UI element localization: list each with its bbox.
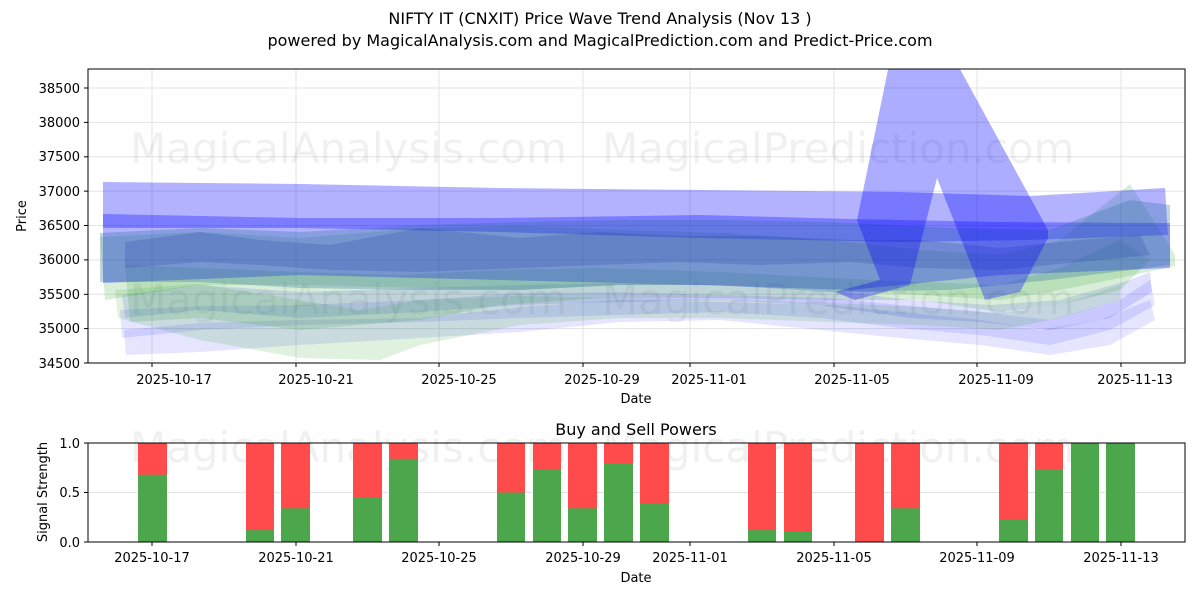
price-y-axis: 38500 38000 37500 37000 36500 36000 3550… [15, 82, 88, 372]
sell-bar [748, 443, 776, 542]
sub-x-tick-2025-11-05: 2025-11-05 [796, 551, 872, 566]
y-tick-38500: 38500 [39, 82, 80, 97]
sub-x-tick-2025-10-25: 2025-10-25 [401, 551, 477, 566]
blue-upper-band [103, 182, 1168, 242]
watermark-magicalprediction-sub: MagicalPrediction.com [602, 423, 1075, 472]
buy-bar [533, 469, 561, 542]
buy-bar [1035, 469, 1063, 542]
green-band-3 [115, 284, 1120, 360]
sub-x-tick-2025-11-09: 2025-11-09 [939, 551, 1015, 566]
buy-bar [999, 519, 1028, 542]
y-tick-34500: 34500 [39, 357, 80, 372]
sub-x-tick-2025-10-21: 2025-10-21 [258, 551, 334, 566]
buy-sell-x-label: Date [620, 571, 651, 586]
y-tick-37500: 37500 [39, 150, 80, 165]
sell-bar [855, 443, 884, 542]
x-tick-2025-11-05: 2025-11-05 [814, 373, 890, 388]
buy-bar [891, 508, 920, 542]
low-blue-band-2 [120, 280, 1155, 345]
y-tick-37000: 37000 [39, 185, 80, 200]
y-tick-35000: 35000 [39, 322, 80, 337]
buy-sell-x-axis: 2025-10-17 2025-10-21 2025-10-25 2025-10… [114, 542, 1159, 586]
price-chart: MagicalAnalysis.com MagicalPrediction.co… [15, 68, 1186, 407]
x-tick-2025-10-21: 2025-10-21 [278, 373, 354, 388]
x-tick-2025-11-01: 2025-11-01 [671, 373, 747, 388]
price-x-label: Date [620, 392, 651, 407]
x-tick-2025-11-13: 2025-11-13 [1097, 373, 1173, 388]
sub-x-tick-2025-11-13: 2025-11-13 [1083, 551, 1159, 566]
watermark-magicalanalysis-low: MagicalAnalysis.com [130, 275, 567, 324]
y-tick-36500: 36500 [39, 219, 80, 234]
buy-bar [784, 531, 812, 542]
x-tick-2025-10-17: 2025-10-17 [136, 373, 212, 388]
buy-sell-y-axis: 1.0 0.5 0.0 Signal Strength [36, 437, 88, 551]
sell-bar [784, 443, 812, 542]
buy-sell-bars [138, 443, 1135, 542]
low-blue-band-1 [124, 300, 1155, 355]
buy-bar [1106, 443, 1135, 542]
green-band-2 [125, 240, 1150, 330]
buy-bar [138, 474, 167, 542]
buy-bar [640, 503, 669, 542]
blue-band-wave [125, 228, 1150, 272]
watermark-magicalprediction-low: MagicalPrediction.com [602, 275, 1075, 324]
blue-green-band [100, 200, 1170, 292]
buy-bar [281, 508, 310, 542]
buy-sell-y-label: Signal Strength [36, 442, 51, 542]
price-y-label: Price [15, 200, 30, 232]
buy-bar [1071, 443, 1099, 542]
wave-bands [100, 69, 1175, 360]
watermark-magicalanalysis-sub: MagicalAnalysis.com [130, 423, 567, 472]
low-blue-band-3 [122, 272, 1152, 330]
sub-x-tick-2025-10-29: 2025-10-29 [545, 551, 621, 566]
buy-bar [568, 508, 597, 542]
green-band-1 [100, 184, 1175, 300]
buy-bar [353, 497, 382, 542]
chart-title: NIFTY IT (CNXIT) Price Wave Trend Analys… [388, 9, 812, 28]
buy-bar [497, 492, 525, 542]
watermark-magicalprediction: MagicalPrediction.com [602, 124, 1075, 173]
sub-y-tick-05: 0.5 [59, 486, 80, 501]
price-chart-frame [87, 68, 1186, 364]
x-tick-2025-10-29: 2025-10-29 [564, 373, 640, 388]
sub-y-tick-1: 1.0 [59, 437, 80, 452]
buy-bar [604, 463, 633, 542]
sell-bar [246, 443, 274, 542]
chart-subtitle: powered by MagicalAnalysis.com and Magic… [267, 31, 933, 50]
blue-spike-band [835, 69, 1048, 300]
buy-bar [389, 458, 418, 542]
price-grid [88, 69, 1185, 363]
x-tick-2025-10-25: 2025-10-25 [421, 373, 497, 388]
buy-sell-chart: Buy and Sell Powers MagicalAnalysis.com … [36, 420, 1186, 586]
y-tick-38000: 38000 [39, 116, 80, 131]
sub-x-tick-2025-11-01: 2025-11-01 [652, 551, 728, 566]
buy-bar [748, 530, 776, 542]
price-x-axis: 2025-10-17 2025-10-21 2025-10-25 2025-10… [136, 363, 1173, 407]
watermark-magicalanalysis: MagicalAnalysis.com [130, 124, 567, 173]
sub-x-tick-2025-10-17: 2025-10-17 [114, 551, 190, 566]
x-tick-2025-11-09: 2025-11-09 [958, 373, 1034, 388]
sub-y-tick-0: 0.0 [59, 536, 80, 551]
buy-bar [246, 530, 274, 542]
y-tick-35500: 35500 [39, 288, 80, 303]
blue-main-band [103, 214, 1170, 290]
y-tick-36000: 36000 [39, 253, 80, 268]
buy-sell-title: Buy and Sell Powers [555, 420, 717, 439]
